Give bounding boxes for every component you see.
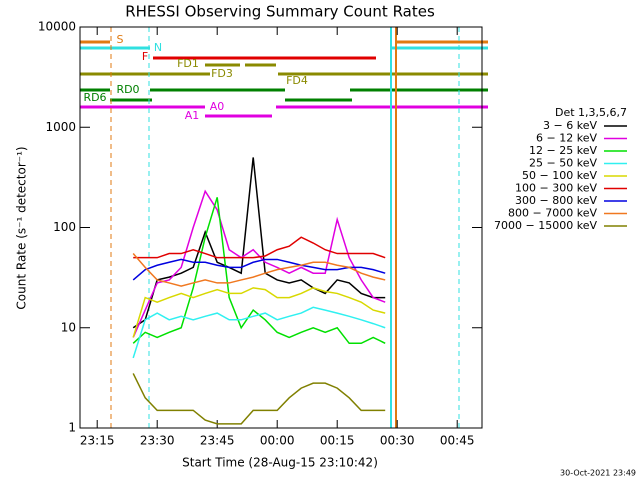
footer: 30-Oct-2021 23:49 [560, 469, 636, 478]
flag-label: N [154, 41, 162, 54]
flag-label: F [142, 50, 148, 63]
y-tick-label: 1 [68, 421, 76, 435]
legend-label: 300 − 800 keV [515, 194, 597, 207]
series-line [132, 258, 386, 281]
series-line [132, 306, 386, 359]
x-tick-label: 00:15 [320, 434, 355, 448]
series-line [132, 287, 386, 338]
series-line [133, 236, 386, 259]
time-markers [110, 27, 460, 428]
legend-label: 12 − 25 keV [529, 144, 597, 157]
series-line [132, 373, 386, 425]
legend-label: 800 − 7000 keV [508, 207, 597, 220]
legend-label: 3 − 6 keV [543, 119, 597, 132]
chart-title: RHESSI Observing Summary Count Rates [125, 3, 435, 21]
y-tick-label: 10000 [38, 20, 76, 34]
flag-label: FD3 [211, 67, 233, 80]
y-axis-label: Count Rate (s⁻¹ detector⁻¹) [15, 146, 29, 309]
series-line [132, 189, 386, 338]
flag-label: RD0 [116, 83, 139, 96]
legend-label: 6 − 12 keV [536, 132, 597, 145]
legend-label: 7000 − 15000 keV [494, 219, 597, 232]
x-tick-label: 23:15 [80, 434, 115, 448]
y-tick-label: 1000 [45, 120, 76, 134]
y-tick-label: 100 [53, 220, 76, 234]
x-axis-label: Start Time (28-Aug-15 23:10:42) [182, 456, 378, 470]
y-tick-label: 10 [61, 320, 76, 334]
legend-label: 100 − 300 keV [515, 182, 597, 195]
x-tick-label: 23:45 [200, 434, 235, 448]
series-line [132, 157, 386, 329]
flag-label: FD4 [286, 74, 308, 87]
x-tick-label: 00:00 [260, 434, 295, 448]
flag-label: A1 [185, 109, 200, 122]
legend-label: 25 − 50 keV [529, 157, 597, 170]
legend-title: Det 1,3,5,6,7 [555, 106, 627, 119]
flag-label: FD1 [177, 57, 199, 70]
x-tick-label: 00:45 [440, 434, 475, 448]
flag-bars [80, 40, 488, 118]
flag-label: A0 [210, 100, 225, 113]
x-tick-label: 00:30 [380, 434, 415, 448]
legend-label: 50 − 100 keV [522, 169, 597, 182]
series-line [132, 253, 386, 287]
x-tick-label: 23:30 [140, 434, 175, 448]
flag-label: S [117, 33, 124, 46]
flag-label: RD6 [83, 91, 106, 104]
